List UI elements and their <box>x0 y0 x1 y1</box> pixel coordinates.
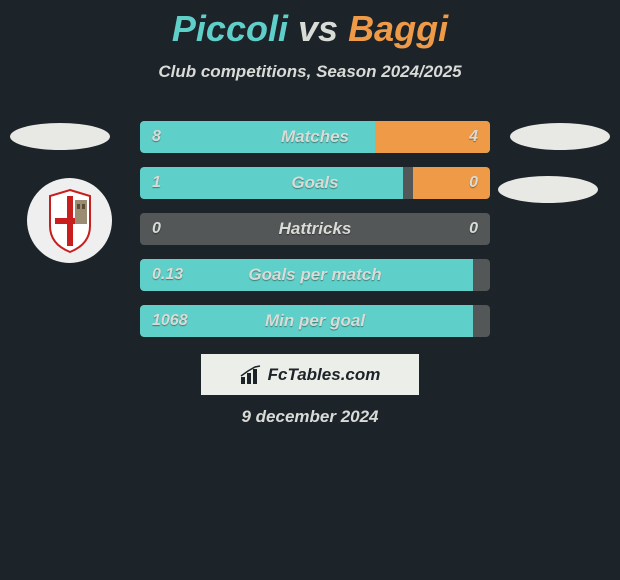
bar-right-value: 4 <box>469 121 478 153</box>
comparison-title: Piccoli vs Baggi <box>0 0 620 50</box>
bar-row-goals-per-match: 0.13 Goals per match <box>140 259 490 291</box>
subtitle: Club competitions, Season 2024/2025 <box>0 62 620 82</box>
player2-avatar <box>510 123 610 150</box>
player1-club-crest <box>27 178 112 263</box>
bar-label: Min per goal <box>140 305 490 337</box>
stat-bars: 8 Matches 4 1 Goals 0 0 Hattricks 0 0.13… <box>140 121 490 351</box>
bar-right-value: 0 <box>469 167 478 199</box>
player2-name: Baggi <box>348 8 448 49</box>
generated-date: 9 december 2024 <box>0 407 620 427</box>
player1-name: Piccoli <box>172 8 288 49</box>
bar-label: Matches <box>140 121 490 153</box>
bar-row-goals: 1 Goals 0 <box>140 167 490 199</box>
bar-label: Goals per match <box>140 259 490 291</box>
bar-row-min-per-goal: 1068 Min per goal <box>140 305 490 337</box>
bar-label: Hattricks <box>140 213 490 245</box>
chart-icon <box>240 365 262 385</box>
watermark: FcTables.com <box>201 354 419 395</box>
watermark-text: FcTables.com <box>268 365 381 385</box>
player1-avatar <box>10 123 110 150</box>
bar-row-matches: 8 Matches 4 <box>140 121 490 153</box>
bar-label: Goals <box>140 167 490 199</box>
player2-club-avatar <box>498 176 598 203</box>
vs-separator: vs <box>298 8 338 49</box>
bar-row-hattricks: 0 Hattricks 0 <box>140 213 490 245</box>
bar-right-value: 0 <box>469 213 478 245</box>
